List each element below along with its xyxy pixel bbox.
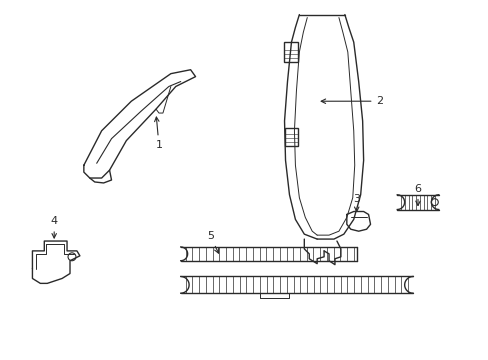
Text: 2: 2 bbox=[321, 96, 383, 106]
Text: 1: 1 bbox=[154, 117, 162, 150]
Text: 5: 5 bbox=[206, 231, 218, 253]
Text: 6: 6 bbox=[414, 184, 421, 206]
Bar bbox=[283, 42, 298, 62]
Bar bbox=[284, 128, 298, 145]
Text: 3: 3 bbox=[352, 194, 360, 211]
Text: 4: 4 bbox=[51, 216, 58, 238]
